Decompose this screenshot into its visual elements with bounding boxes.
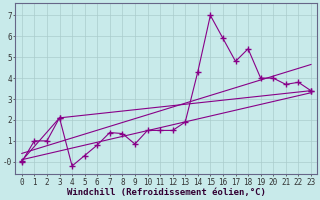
X-axis label: Windchill (Refroidissement éolien,°C): Windchill (Refroidissement éolien,°C) xyxy=(67,188,266,197)
